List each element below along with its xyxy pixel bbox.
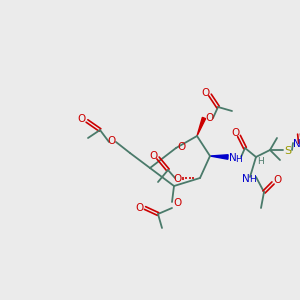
Text: O: O	[135, 203, 143, 213]
Text: H: H	[236, 155, 242, 164]
Text: N: N	[242, 174, 250, 184]
Polygon shape	[210, 155, 228, 159]
Text: O: O	[174, 174, 182, 184]
Text: O: O	[107, 136, 115, 146]
Text: O: O	[174, 198, 182, 208]
Text: O: O	[149, 151, 157, 161]
Polygon shape	[197, 117, 206, 136]
Text: O: O	[274, 175, 282, 185]
Text: O: O	[299, 128, 300, 138]
Text: O: O	[202, 88, 210, 98]
Text: O: O	[206, 113, 214, 123]
Text: O: O	[177, 142, 185, 152]
Text: N: N	[229, 153, 237, 163]
Text: H: H	[256, 157, 263, 166]
Text: S: S	[284, 146, 292, 156]
Text: H: H	[250, 175, 256, 184]
Text: N: N	[293, 139, 300, 149]
Text: O: O	[78, 114, 86, 124]
Text: O: O	[232, 128, 240, 138]
